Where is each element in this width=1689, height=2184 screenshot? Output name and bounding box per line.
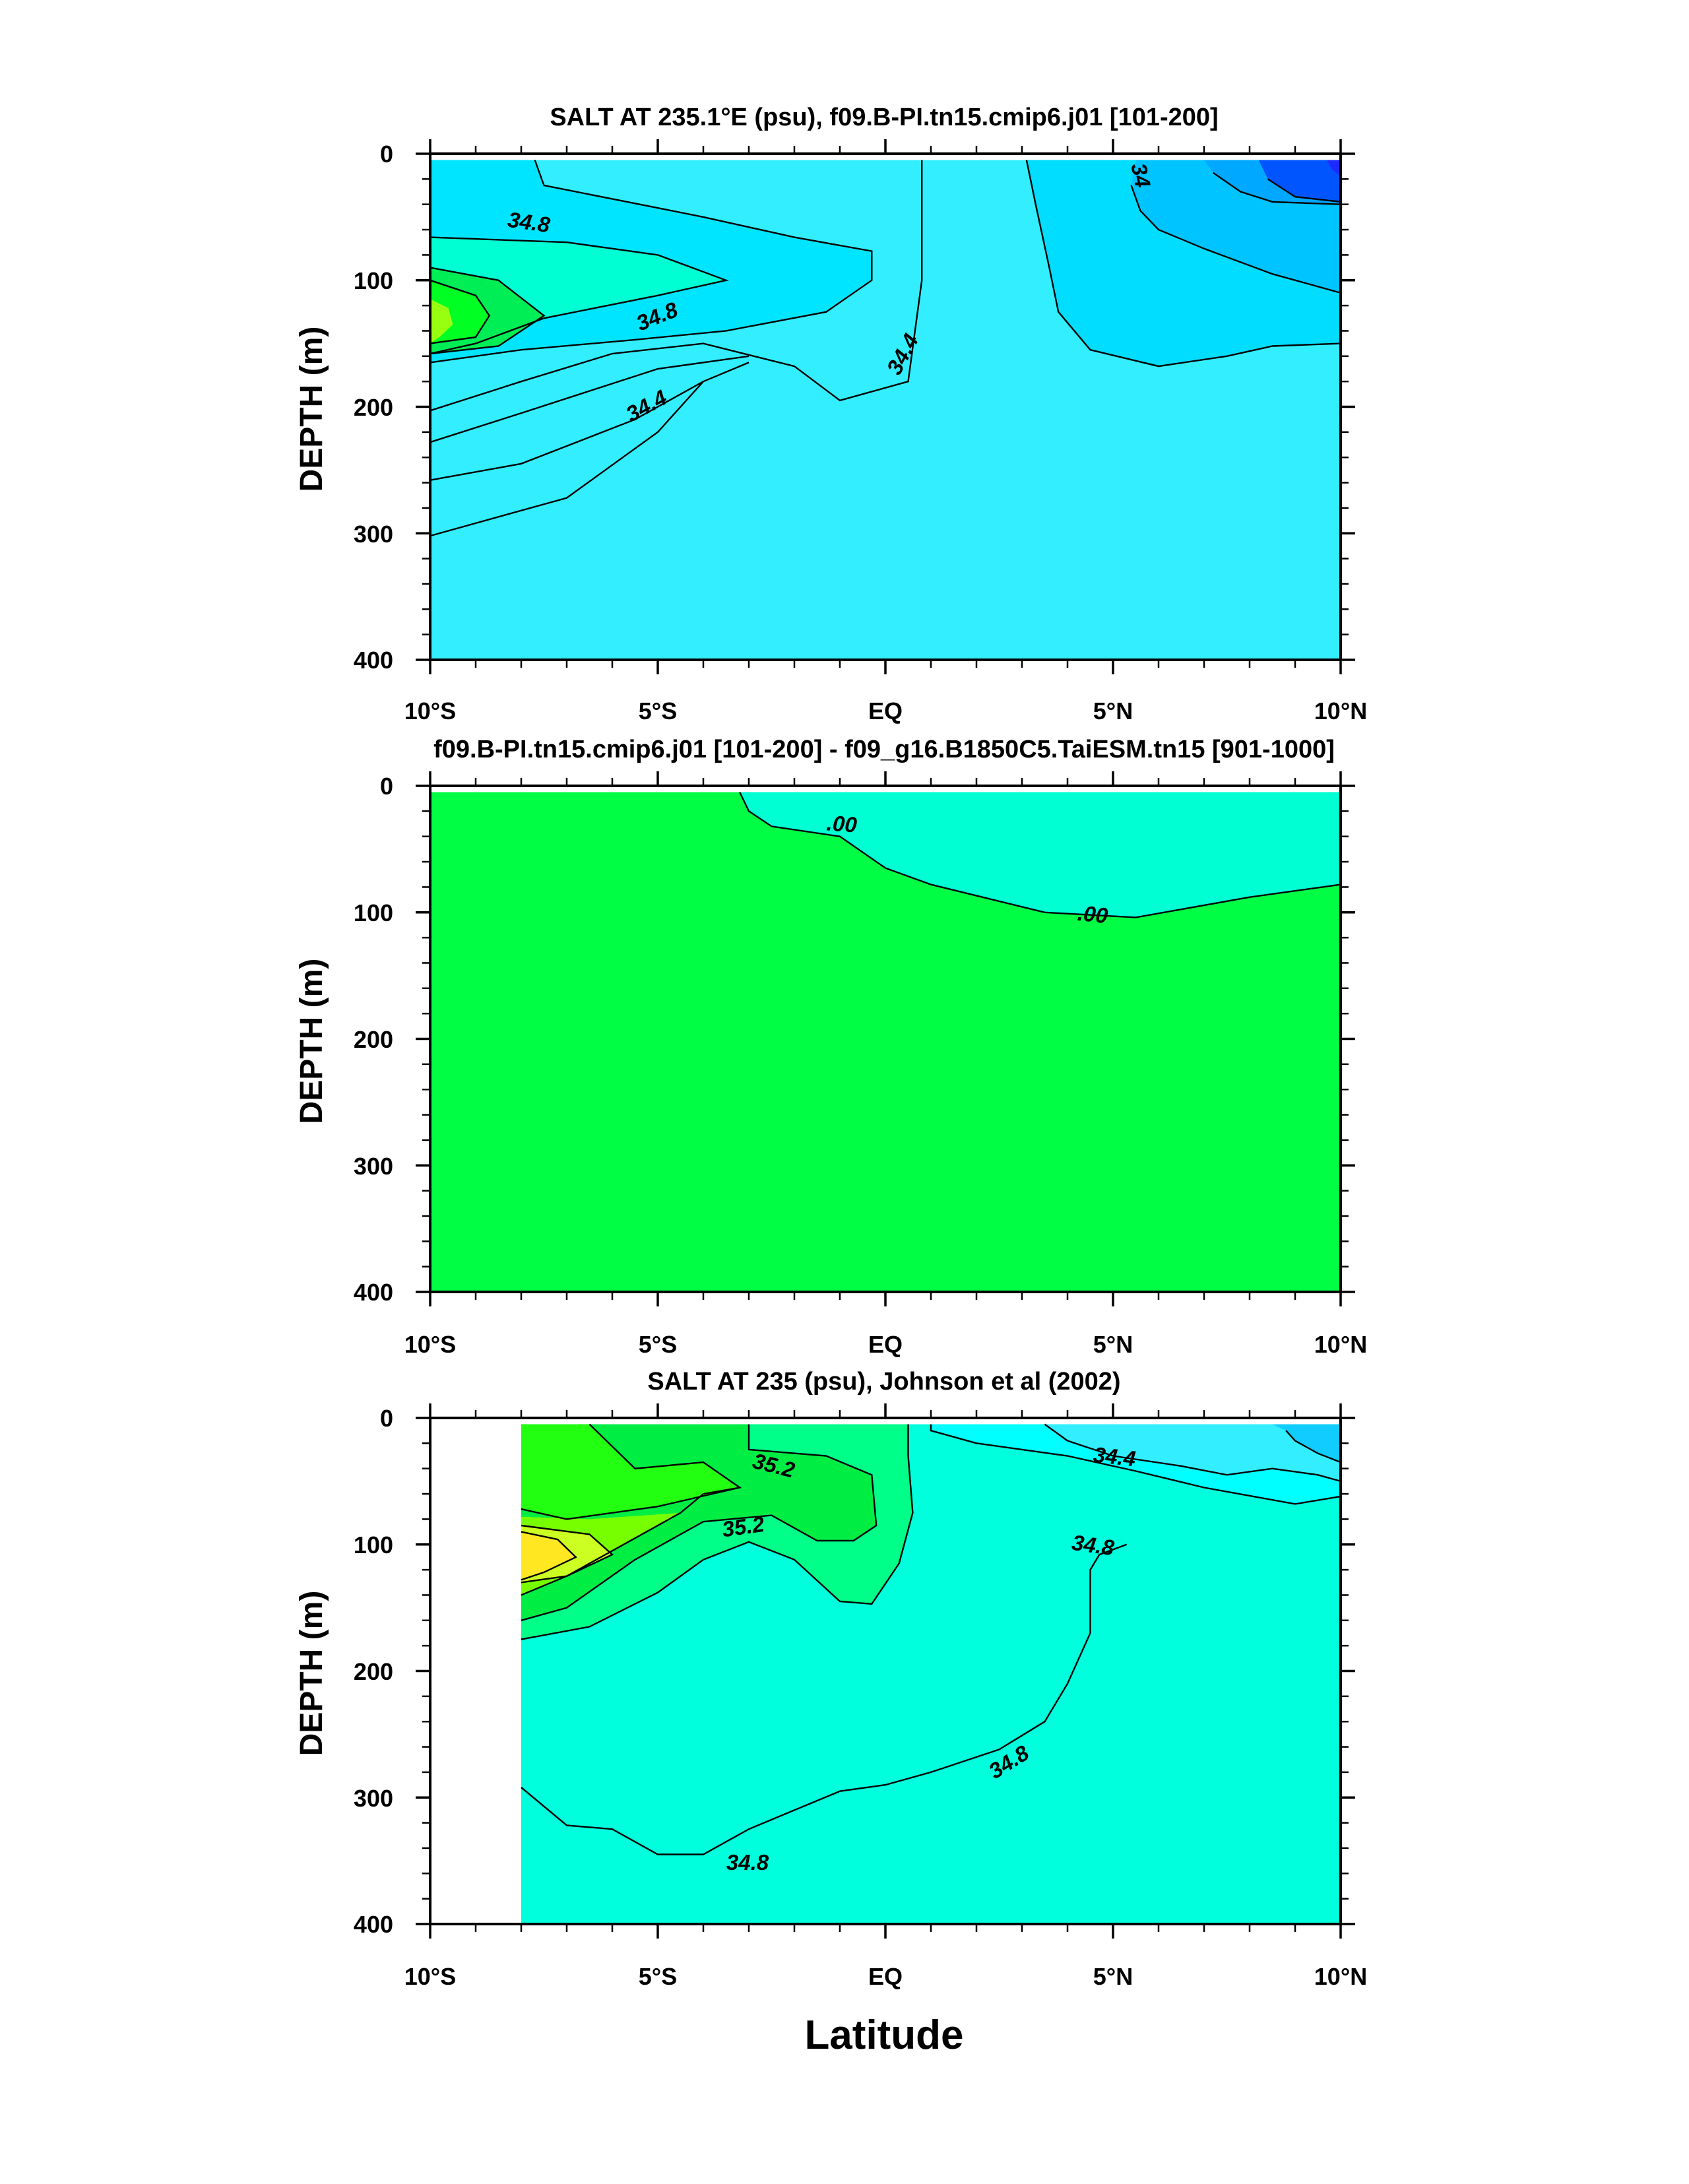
y-tick-label: 0 bbox=[380, 1405, 393, 1432]
y-tick-label: 0 bbox=[380, 141, 393, 168]
contour-label: .00 bbox=[826, 810, 858, 837]
x-tick-labels: 10°S 5°S EQ 5°N 10°N bbox=[404, 1963, 1367, 1990]
y-tick-labels: 0 100 200 300 400 bbox=[354, 141, 393, 674]
y-tick-label: 200 bbox=[354, 1026, 393, 1053]
x-tick-label: 10°N bbox=[1314, 1963, 1367, 1990]
panel-title: f09.B-PI.tn15.cmip6.j01 [101-200] - f09_… bbox=[433, 736, 1335, 763]
axes bbox=[416, 139, 1355, 674]
x-tick-labels: 10°S 5°S EQ 5°N 10°N bbox=[404, 697, 1367, 724]
contour-line bbox=[430, 267, 546, 355]
contour-line bbox=[430, 279, 491, 344]
panel-model-salinity: SALT AT 235.1°E (psu), f09.B-PI.tn15.cmi… bbox=[294, 104, 1367, 724]
y-tick-label: 400 bbox=[354, 647, 393, 674]
contour-label: 34.8 bbox=[1070, 1530, 1116, 1560]
y-axis-label: DEPTH (m) bbox=[294, 1591, 329, 1756]
contour-line bbox=[430, 362, 749, 481]
x-tick-label: EQ bbox=[868, 1331, 903, 1358]
y-tick-label: 400 bbox=[354, 1279, 393, 1306]
x-tick-label: 5°N bbox=[1093, 1963, 1133, 1990]
contour-line bbox=[1267, 178, 1341, 203]
y-tick-label: 300 bbox=[354, 1785, 393, 1812]
panel-title: SALT AT 235 (psu), Johnson et al (2002) bbox=[647, 1368, 1120, 1396]
x-tick-label: 5°S bbox=[639, 1963, 677, 1990]
x-tick-label: 10°S bbox=[404, 697, 456, 724]
x-tick-label: 5°S bbox=[639, 1331, 677, 1358]
contour-line bbox=[521, 1487, 740, 1596]
contour-line bbox=[521, 1543, 1128, 1855]
contour-line bbox=[521, 1424, 877, 1621]
y-tick-label: 200 bbox=[354, 394, 393, 421]
contour-label: 34.4 bbox=[1092, 1442, 1137, 1471]
contour-line bbox=[521, 1423, 742, 1520]
contour-line bbox=[430, 355, 749, 443]
contour-lines bbox=[521, 1423, 1341, 1855]
contour-line bbox=[430, 160, 873, 364]
contour-fill bbox=[1327, 160, 1341, 177]
x-tick-label: 5°N bbox=[1093, 697, 1133, 724]
contour-line bbox=[1025, 160, 1341, 368]
contour-line bbox=[430, 381, 704, 537]
y-axis-label: DEPTH (m) bbox=[294, 327, 329, 492]
contour-line bbox=[930, 1424, 1341, 1505]
contour-field bbox=[430, 792, 1341, 1292]
contour-line bbox=[521, 1424, 914, 1640]
y-tick-labels: 0 100 200 300 400 bbox=[354, 1405, 393, 1938]
contour-labels: .00 .00 bbox=[826, 810, 1110, 928]
contour-field bbox=[430, 160, 1341, 660]
x-tick-labels: 10°S 5°S EQ 5°N 10°N bbox=[404, 1331, 1367, 1358]
contour-label: .00 bbox=[1076, 901, 1109, 928]
panel-title: SALT AT 235.1°E (psu), f09.B-PI.tn15.cmi… bbox=[550, 104, 1218, 131]
contour-line bbox=[1285, 1430, 1341, 1463]
x-tick-label: 5°S bbox=[639, 697, 677, 724]
y-tick-label: 400 bbox=[354, 1911, 393, 1938]
contour-line bbox=[739, 792, 1341, 918]
contour-fill bbox=[521, 1424, 740, 1520]
contour-fill bbox=[430, 299, 453, 344]
contour-line bbox=[1044, 1423, 1341, 1483]
contour-line bbox=[1130, 185, 1341, 294]
x-axis-label: Latitude bbox=[804, 2012, 963, 2058]
x-tick-label: 10°N bbox=[1314, 697, 1367, 724]
y-axis-label: DEPTH (m) bbox=[294, 959, 329, 1124]
contour-fill bbox=[1044, 1424, 1341, 1481]
contour-line bbox=[521, 1524, 614, 1584]
contour-fill bbox=[740, 792, 1341, 918]
contour-label: 34.8 bbox=[506, 207, 552, 238]
contour-line bbox=[1213, 172, 1341, 205]
contour-fill bbox=[1258, 160, 1341, 202]
contour-line bbox=[521, 1531, 577, 1581]
axes bbox=[416, 1403, 1355, 1939]
axes bbox=[416, 771, 1355, 1306]
contour-label: 34.8 bbox=[726, 1850, 769, 1875]
x-tick-label: EQ bbox=[868, 697, 903, 724]
panel-difference: f09.B-PI.tn15.cmip6.j01 [101-200] - f09_… bbox=[294, 736, 1367, 1358]
x-tick-label: 10°S bbox=[404, 1963, 456, 1990]
contour-label: 35.2 bbox=[720, 1512, 766, 1542]
x-tick-label: 10°S bbox=[404, 1331, 456, 1358]
x-tick-label: 10°N bbox=[1314, 1331, 1367, 1358]
y-tick-label: 100 bbox=[354, 267, 393, 294]
y-tick-label: 0 bbox=[380, 773, 393, 800]
x-tick-label: 5°N bbox=[1093, 1331, 1133, 1358]
y-tick-label: 300 bbox=[354, 1153, 393, 1180]
contour-line bbox=[430, 236, 729, 355]
y-tick-label: 200 bbox=[354, 1658, 393, 1685]
contour-lines bbox=[430, 160, 1341, 537]
y-tick-label: 100 bbox=[354, 1531, 393, 1558]
y-tick-label: 300 bbox=[354, 521, 393, 548]
panel-observed-salinity: SALT AT 235 (psu), Johnson et al (2002) … bbox=[294, 1368, 1367, 2058]
y-tick-labels: 0 100 200 300 400 bbox=[354, 773, 393, 1306]
y-tick-label: 100 bbox=[354, 899, 393, 926]
contour-line bbox=[430, 160, 923, 412]
contour-field bbox=[521, 1424, 1341, 1924]
x-tick-label: EQ bbox=[868, 1963, 903, 1990]
contour-lines bbox=[739, 792, 1341, 918]
contour-label: 34 bbox=[1126, 161, 1155, 190]
